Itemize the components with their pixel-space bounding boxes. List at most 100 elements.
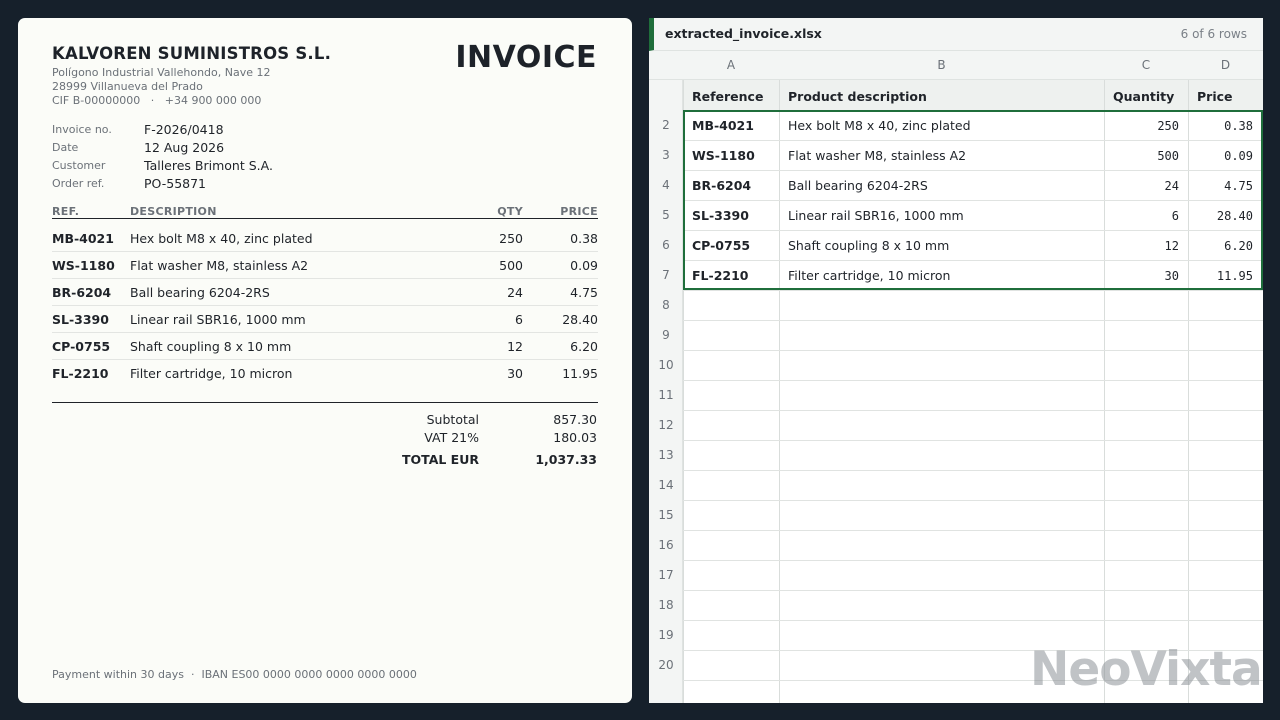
item-qty: 500 <box>499 258 523 273</box>
item-price: 11.95 <box>562 366 598 381</box>
gridline <box>683 620 1263 621</box>
meta-order-ref: Order ref. PO-55871 <box>52 176 352 194</box>
item-ref: FL-2210 <box>52 366 108 381</box>
total-value: 1,037.33 <box>535 452 597 467</box>
meta-value: 12 Aug 2026 <box>144 140 224 155</box>
header-cell-description[interactable]: Product description <box>788 89 927 104</box>
row-number[interactable]: 17 <box>649 568 683 582</box>
gridline <box>683 560 1263 561</box>
sheet-title-bar: extracted_invoice.xlsx 6 of 6 rows <box>649 18 1263 51</box>
selected-range[interactable] <box>683 110 1263 290</box>
row-number[interactable]: 6 <box>649 238 683 252</box>
header-divider <box>52 218 598 219</box>
item-qty: 12 <box>507 339 523 354</box>
line-item: BR-6204 Ball bearing 6204-2RS 24 4.75 <box>52 279 598 306</box>
vat-value: 180.03 <box>553 430 597 445</box>
gridline <box>683 440 1263 441</box>
item-description: Shaft coupling 8 x 10 mm <box>130 339 291 354</box>
company-contact: CIF B-00000000 · +34 900 000 000 <box>52 94 261 107</box>
meta-invoice-number: Invoice no. F-2026/0418 <box>52 122 352 140</box>
vat-label: VAT 21% <box>424 430 479 445</box>
gridline <box>683 590 1263 591</box>
meta-value: PO-55871 <box>144 176 206 191</box>
row-number[interactable]: 18 <box>649 598 683 612</box>
item-price: 4.75 <box>570 285 598 300</box>
header-cell-quantity[interactable]: Quantity <box>1113 89 1174 104</box>
item-price: 0.38 <box>570 231 598 246</box>
row-number[interactable]: 5 <box>649 208 683 222</box>
item-price: 6.20 <box>570 339 598 354</box>
row-number[interactable]: 15 <box>649 508 683 522</box>
row-number[interactable]: 16 <box>649 538 683 552</box>
gridline <box>683 290 1263 291</box>
row-number[interactable]: 12 <box>649 418 683 432</box>
line-item: MB-4021 Hex bolt M8 x 40, zinc plated 25… <box>52 225 598 252</box>
header-cell-reference[interactable]: Reference <box>692 89 763 104</box>
row-number[interactable]: 9 <box>649 328 683 342</box>
row-number[interactable]: 14 <box>649 478 683 492</box>
item-qty: 6 <box>515 312 523 327</box>
totals-divider <box>52 402 598 403</box>
row-number[interactable]: 13 <box>649 448 683 462</box>
total-label: TOTAL EUR <box>402 452 479 467</box>
gridline <box>683 350 1263 351</box>
item-description: Ball bearing 6204-2RS <box>130 285 270 300</box>
gridline <box>683 500 1263 501</box>
company-address-line-1: Polígono Industrial Vallehondo, Nave 12 <box>52 66 271 79</box>
row-number[interactable]: 19 <box>649 628 683 642</box>
row-number[interactable]: 7 <box>649 268 683 282</box>
data-header-row <box>683 80 1263 110</box>
col-header-ref: REF. <box>52 205 79 218</box>
col-header-price: PRICE <box>560 205 598 218</box>
gridline <box>683 470 1263 471</box>
company-address-line-2: 28999 Villanueva del Prado <box>52 80 203 93</box>
line-item: CP-0755 Shaft coupling 8 x 10 mm 12 6.20 <box>52 333 598 360</box>
company-name: KALVOREN SUMINISTROS S.L. <box>52 44 331 63</box>
meta-value: Talleres Brimont S.A. <box>144 158 273 173</box>
gridline <box>683 530 1263 531</box>
meta-label: Date <box>52 141 78 154</box>
item-description: Flat washer M8, stainless A2 <box>130 258 308 273</box>
item-qty: 30 <box>507 366 523 381</box>
invoice-title: INVOICE <box>455 40 597 75</box>
row-count: 6 of 6 rows <box>1181 27 1247 41</box>
column-header-b[interactable]: B <box>779 58 1104 72</box>
column-header-a[interactable]: A <box>683 58 779 72</box>
item-price: 0.09 <box>570 258 598 273</box>
item-price: 28.40 <box>562 312 598 327</box>
watermark-logo: NeoVixta <box>1030 642 1262 697</box>
gridline <box>683 320 1263 321</box>
line-item: WS-1180 Flat washer M8, stainless A2 500… <box>52 252 598 279</box>
meta-label: Order ref. <box>52 177 104 190</box>
file-name: extracted_invoice.xlsx <box>665 26 822 41</box>
row-number[interactable]: 2 <box>649 118 683 132</box>
col-header-qty: QTY <box>497 205 523 218</box>
item-description: Linear rail SBR16, 1000 mm <box>130 312 306 327</box>
row-number[interactable]: 10 <box>649 358 683 372</box>
gridline <box>683 410 1263 411</box>
row-number[interactable]: 3 <box>649 148 683 162</box>
meta-label: Customer <box>52 159 105 172</box>
row-number[interactable]: 8 <box>649 298 683 312</box>
item-description: Hex bolt M8 x 40, zinc plated <box>130 231 313 246</box>
item-ref: CP-0755 <box>52 339 110 354</box>
subtotal-value: 857.30 <box>553 412 597 427</box>
row-number[interactable]: 11 <box>649 388 683 402</box>
item-ref: SL-3390 <box>52 312 109 327</box>
column-header-c[interactable]: C <box>1104 58 1188 72</box>
meta-label: Invoice no. <box>52 123 112 136</box>
payment-footer: Payment within 30 days · IBAN ES00 0000 … <box>52 668 417 681</box>
header-cell-price[interactable]: Price <box>1197 89 1233 104</box>
invoice-document: KALVOREN SUMINISTROS S.L. Polígono Indus… <box>18 18 632 703</box>
subtotal-label: Subtotal <box>427 412 479 427</box>
item-ref: BR-6204 <box>52 285 111 300</box>
row-number[interactable]: 4 <box>649 178 683 192</box>
meta-date: Date 12 Aug 2026 <box>52 140 352 158</box>
gridline <box>683 380 1263 381</box>
column-header-d[interactable]: D <box>1188 58 1263 72</box>
meta-value: F-2026/0418 <box>144 122 224 137</box>
item-description: Filter cartridge, 10 micron <box>130 366 292 381</box>
item-qty: 24 <box>507 285 523 300</box>
row-number[interactable]: 20 <box>649 658 683 672</box>
item-ref: MB-4021 <box>52 231 114 246</box>
